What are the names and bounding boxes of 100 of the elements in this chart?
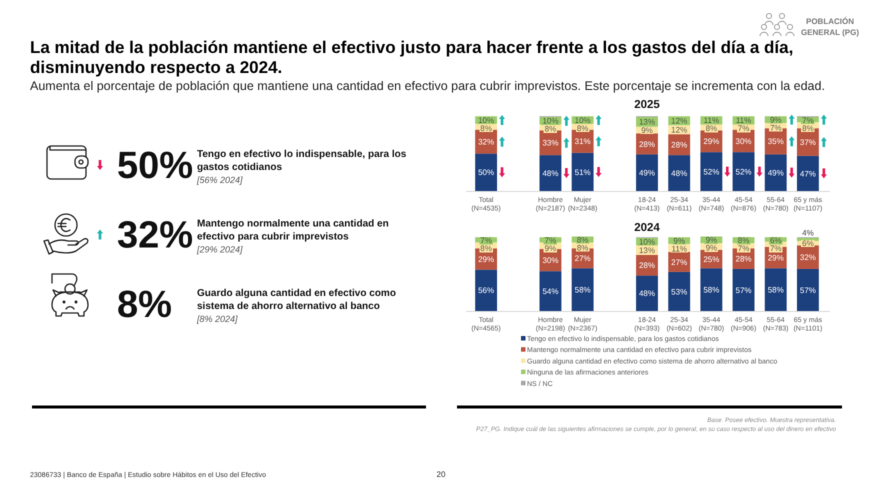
data-label: 53% [671,287,688,296]
bar [572,152,594,191]
data-label: 8% [802,124,814,133]
text: Aumenta el porcentaje de población que mantiene una cantidad en efectivo para cubrir imprevistos. Este porcentaje se incrementa con la edad. [30,79,825,93]
chart-title: 2024 [634,222,660,234]
data-label: 10% [542,116,558,126]
data-label: 31% [574,137,591,146]
data-label: 8% [576,244,588,252]
category-label: Tengo en efectivo lo indispensable, para los gastos cotidianos [197,149,407,173]
data-label: 25% [703,254,720,264]
data-label: 6% [802,239,814,248]
data-label: 11% [704,116,720,126]
data-label: 9% [544,244,556,254]
data-label: 28% [638,261,656,270]
bar [668,272,690,311]
data-label: 9% [673,236,685,246]
data-label: 7% [480,236,492,246]
bar [475,270,498,311]
data-label: 7% [544,236,556,246]
bar [668,155,690,191]
data-label: 9% [706,236,718,245]
text: [29% 2024] [196,244,244,254]
data-label: 8% [480,244,492,254]
bar [540,155,562,191]
data-label: 32% [800,253,816,262]
data-label: 58% [768,285,784,294]
data-label: 33% [542,138,558,148]
data-label: 8% [480,124,492,133]
data-label: 8% [544,124,556,134]
data-label: 7% [738,124,750,134]
data-label: 52% [736,167,752,176]
data-label: 29% [768,253,784,262]
category-label: Guardo alguna cantidad en efectivo como sistema de ahorro alternativo al banco [197,288,396,312]
text: 20 [436,470,446,479]
data-label: 8% [576,124,588,133]
data-label: 7% [770,244,782,254]
data-label: 35% [768,137,784,146]
data-label: 6% [770,236,782,246]
data-label: 10% [574,116,591,125]
data-label: 13% [638,118,656,127]
text: POBLACIÓN GENERAL (PG) [800,16,860,37]
bar [636,154,658,191]
data-label: 28% [671,140,688,150]
bar [796,238,819,241]
bar [540,271,562,311]
data-label: 29% [478,254,494,264]
data-label: 28% [736,254,752,264]
text: 50% [117,145,194,187]
bar [796,156,819,191]
bar [732,268,754,311]
bar [764,268,787,311]
data-label: 32% [478,138,494,147]
data-label: 27% [574,254,591,264]
data-label: 8% [576,236,588,244]
text: [56% 2024] [196,175,244,185]
data-label: 7% [802,116,814,125]
data-label: 4% [802,228,814,238]
data-label: 49% [638,168,656,178]
text: [8% 2024] [196,314,238,324]
bar [732,152,754,191]
data-label: 8% [738,236,750,246]
data-label: 11% [736,116,752,126]
data-label: 12% [671,126,688,135]
data-label: 57% [736,286,752,295]
bar [636,276,658,311]
data-label: 30% [736,136,752,146]
data-label: 30% [542,256,558,265]
data-label: 54% [542,286,558,296]
data-label: 10% [638,238,656,247]
text: 8% [117,284,172,326]
data-label: 10% [478,116,494,125]
category-label: Mantengo normalmente una cantidad en efectivo para cubrir imprevistos [197,218,389,242]
data-label: 58% [574,285,591,294]
bar [700,152,722,191]
data-label: 9% [706,244,718,253]
data-label: 51% [574,168,591,177]
data-label: 48% [542,168,558,178]
bar [700,268,722,311]
data-label: 58% [703,285,720,294]
data-label: 9% [641,126,653,135]
bar [572,268,594,311]
data-label: 12% [671,116,688,126]
bar [572,130,594,153]
data-label: 29% [703,137,720,146]
data-label: 7% [738,244,750,254]
bar [475,154,498,191]
data-label: 9% [770,115,782,124]
bar [796,268,819,311]
data-label: 48% [671,168,688,178]
data-label: 11% [671,244,687,254]
data-label: 52% [703,167,720,176]
data-label: 37% [800,138,816,147]
bar [668,252,690,272]
data-label: 49% [768,168,784,178]
data-label: 28% [638,140,656,149]
data-label: 50% [478,168,494,178]
data-label: 56% [478,286,494,296]
data-label: 57% [800,286,816,295]
data-label: 47% [800,169,816,178]
data-label: 27% [671,258,688,267]
